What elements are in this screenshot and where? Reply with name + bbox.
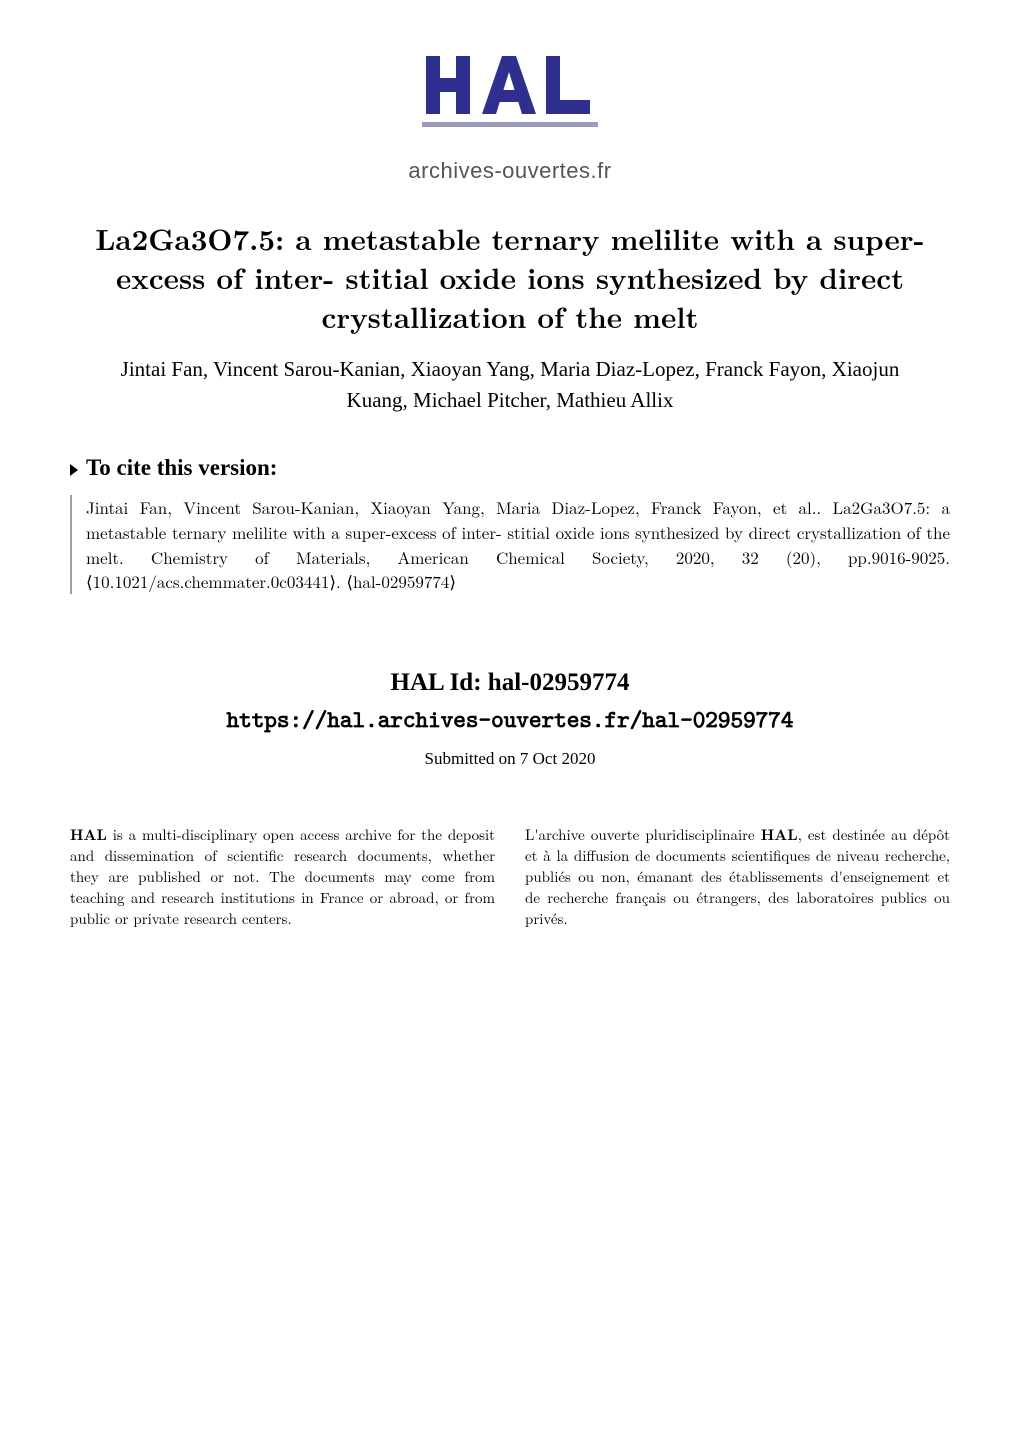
cite-heading: To cite this version: <box>70 455 950 481</box>
hal-id-block: HAL Id: hal-02959774 https://hal.archive… <box>70 664 950 738</box>
license-columns: HAL is a multi-disciplinary open access … <box>70 824 950 929</box>
citation-box: Jintai Fan, Vincent Sarou-Kanian, Xiaoya… <box>70 495 950 594</box>
license-right-column: L'archive ouverte pluridisciplinaire HAL… <box>525 824 950 929</box>
license-left-column: HAL is a multi-disciplinary open access … <box>70 824 495 929</box>
paper-authors: Jintai Fan, Vincent Sarou-Kanian, Xiaoya… <box>70 354 950 415</box>
license-right-text1: L'archive ouverte pluridisciplinaire <box>525 824 761 845</box>
citation-text: Jintai Fan, Vincent Sarou-Kanian, Xiaoya… <box>86 495 950 594</box>
submitted-date: Submitted on 7 Oct 2020 <box>70 749 950 769</box>
paper-title: La2Ga3O7.5: a metastable ternary melilit… <box>70 219 950 336</box>
license-left-bold: HAL <box>70 824 107 845</box>
hal-logo-icon <box>420 50 600 145</box>
hal-url[interactable]: https://hal.archives-ouvertes.fr/hal-029… <box>70 701 950 737</box>
hal-id: HAL Id: hal-02959774 <box>70 664 950 702</box>
hal-logo-block: archives-ouvertes.fr <box>70 50 950 184</box>
cite-heading-text: To cite this version: <box>86 455 277 480</box>
logo-text: archives-ouvertes.fr <box>70 158 950 184</box>
license-left-text: is a multi-disciplinary open access arch… <box>70 824 495 929</box>
triangle-right-icon <box>70 464 78 476</box>
license-right-bold: HAL <box>761 824 798 845</box>
